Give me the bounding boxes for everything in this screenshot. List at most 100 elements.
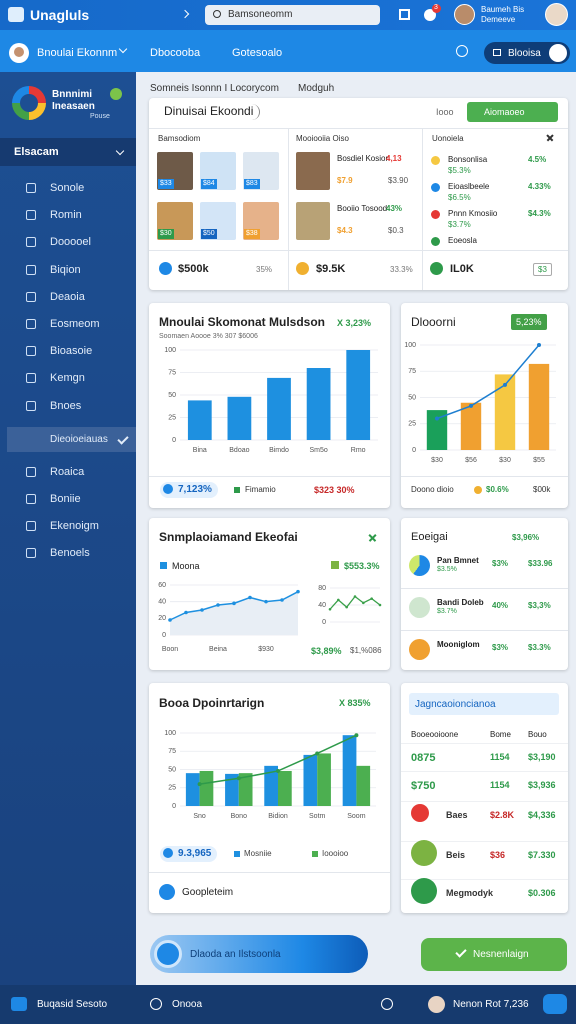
line-point <box>168 618 172 622</box>
product-image <box>296 152 330 190</box>
banner-text[interactable]: Dlaoda an Ilstsoonla <box>190 949 281 960</box>
banner-button[interactable] <box>421 938 567 971</box>
table-cell: Megmodyk <box>446 888 494 898</box>
row-name: Pnnn Kmosiio <box>448 209 498 218</box>
row-icon <box>431 156 440 165</box>
footer-right[interactable]: Nenon Rot 7,236 <box>453 999 529 1010</box>
chart-badge: 5,23% <box>511 314 547 331</box>
sidebar-item[interactable]: Dooooel <box>50 236 91 249</box>
y-tick-label: 100 <box>404 342 416 349</box>
overview-button[interactable] <box>467 102 558 122</box>
nav-button[interactable] <box>484 42 570 64</box>
sidebar-item[interactable]: Roaica <box>50 466 85 478</box>
footer-center[interactable]: Onooa <box>172 999 203 1010</box>
table-cell: $36 <box>490 850 506 860</box>
y-tick-label: 60 <box>158 582 166 589</box>
sidebar-item[interactable]: Bioasoie <box>50 345 93 358</box>
sidebar-item[interactable]: Sonole <box>50 182 85 194</box>
row-sub: $6.5% <box>448 193 471 202</box>
chat-button[interactable] <box>543 994 567 1014</box>
nav-icon <box>26 467 36 477</box>
tab[interactable]: Modguh <box>298 83 335 94</box>
bar <box>460 402 482 450</box>
line-point <box>200 608 204 612</box>
section-title[interactable]: Elsacam <box>14 146 59 158</box>
sidebar-item[interactable]: Deaoia <box>50 290 85 303</box>
sidebar-item[interactable]: Kemgn <box>50 372 85 385</box>
footer-icon <box>150 998 162 1010</box>
footer-icon <box>474 486 482 494</box>
sidebar-item[interactable]: Eosmeom <box>50 318 100 330</box>
x-tick-label: Rmo <box>351 447 366 454</box>
nav-link[interactable]: Dbocooba <box>150 47 201 59</box>
row-icon <box>431 210 440 219</box>
col-total: IL0K <box>450 263 474 275</box>
overview-card <box>149 98 568 290</box>
row-icon <box>411 804 429 822</box>
line-point <box>328 607 332 611</box>
footer-link[interactable]: Goopleteim <box>182 887 234 898</box>
brand-status <box>110 88 122 100</box>
breadcrumb[interactable]: Somneis Isonnn I Locorycom <box>150 83 279 94</box>
footer-icon <box>11 997 27 1011</box>
banner-button-text[interactable]: Nesnenlaign <box>473 949 529 960</box>
logo-icon <box>8 7 24 22</box>
nav-link[interactable]: Gotesoalo <box>232 47 283 59</box>
sidebar-item[interactable]: Ekenoigm <box>50 520 99 532</box>
apps-icon[interactable] <box>399 9 410 20</box>
sidebar <box>0 72 136 985</box>
footer-left[interactable]: Buqasid Sesoto <box>37 999 108 1010</box>
x-tick-label: Bidion <box>268 813 288 820</box>
table-cell: Beis <box>446 850 466 860</box>
button-dot <box>549 44 567 62</box>
banner-icon <box>154 940 182 968</box>
table-cell: $7.330 <box>528 850 556 860</box>
sidebar-item[interactable]: Benoels <box>50 547 90 559</box>
footer-change: $0.6% <box>486 485 509 494</box>
chart-title: Booa Dpoinrtarign <box>159 696 265 710</box>
nav-icon <box>26 548 36 558</box>
nav-icon <box>26 346 36 357</box>
search-box[interactable] <box>205 5 380 25</box>
row-value: 4.33% <box>528 182 551 191</box>
sidebar-item[interactable]: Biqion <box>50 263 81 276</box>
sidebar-group[interactable] <box>7 427 136 452</box>
row-name: Booiio Tosood <box>337 204 388 213</box>
footer-icon <box>381 998 393 1010</box>
footer-left: $3,89% <box>311 646 342 656</box>
segment-pct: $3% <box>492 643 509 652</box>
row-sub: $3.7% <box>448 220 471 229</box>
sidebar-item[interactable]: Boniie <box>50 493 81 505</box>
line-point <box>537 343 541 347</box>
line-point <box>354 733 359 738</box>
workspace-name[interactable]: Bnoulai Ekonnm <box>37 47 118 59</box>
group-title[interactable]: Dieoioeiauas <box>50 434 108 445</box>
segment-icon <box>409 597 430 618</box>
search-placeholder: Bamsoneomm <box>228 9 293 20</box>
bar <box>238 773 253 806</box>
product-image <box>296 202 330 240</box>
nav-button-text[interactable]: Blooisa <box>508 48 541 59</box>
overview-button-text[interactable]: Aiomaoeo <box>484 107 525 117</box>
bar <box>426 410 448 450</box>
chart-title: Dlooorni <box>411 315 456 329</box>
col-change: 33.3% <box>390 265 413 274</box>
sidebar-item[interactable]: Romin <box>50 209 82 222</box>
footer-pill: 7,123% <box>160 482 218 498</box>
x-tick-label: $30 <box>431 457 443 464</box>
nav-icon <box>26 183 36 193</box>
row-sub: $7.9 <box>337 176 353 185</box>
banner[interactable] <box>150 935 368 973</box>
table-cell: $2.8K <box>490 810 515 820</box>
legend-label: Ioooioo <box>322 849 349 858</box>
bar <box>278 770 292 806</box>
sidebar-item[interactable]: Bnoes <box>50 399 82 412</box>
column-title: Uonoiela <box>432 134 464 143</box>
divider <box>422 128 423 290</box>
sidebar-section[interactable] <box>0 138 136 166</box>
bar <box>199 770 214 806</box>
pill-icon <box>163 848 173 858</box>
brand-logo-hole <box>20 94 38 112</box>
col-change: $3 <box>533 263 552 277</box>
x-tick-label: Sm5o <box>309 447 327 454</box>
